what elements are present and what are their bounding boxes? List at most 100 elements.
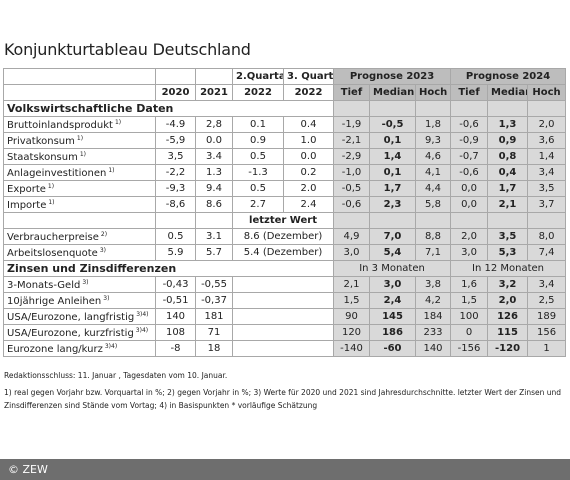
cell: 4,2 [414, 292, 452, 309]
cell: letzter Wert [232, 212, 334, 229]
cell: In 3 Monaten [332, 260, 452, 277]
cell: 5.9 [155, 244, 196, 261]
row: Anlageinvestitionen 1) -2,2 1.3 -1.3 0.2 -1,0 0… [3, 164, 567, 181]
empty-cell [155, 68, 196, 85]
empty-cell [487, 100, 529, 117]
cell: 3,7 [527, 196, 567, 213]
cell: 0.1 [232, 116, 284, 133]
row: USA/Eurozone, langfristig 3)4) 140 181 90 145… [3, 308, 567, 325]
empty-cell [527, 100, 567, 117]
cell: -4.9 [155, 116, 196, 133]
cell: 0,8 [487, 148, 529, 165]
row: 2.Quartal3. QuartalPrognose 2023Prognose… [3, 68, 567, 85]
row: Exporte 1) -9,3 9.4 0.5 2.0 -0,5 1,7 4,4 0,0 1,7 3,… [3, 180, 567, 197]
row: Verbraucherpreise 2) 0.5 3.1 8.6 (Dezember) 4… [3, 228, 567, 245]
cell: Importe 1) [3, 196, 156, 213]
cell: 2,5 [527, 292, 567, 309]
footnotes: Redaktionsschluss: 11. Januar , Tagesdat… [4, 369, 564, 416]
cell: 4,6 [414, 148, 452, 165]
cell: 1,6 [450, 276, 489, 293]
cell: Hoch [414, 84, 452, 101]
cell: 156 [527, 324, 567, 341]
empty-cell [155, 212, 196, 229]
row: Bruttoinlandsprodukt 1) -4.9 2,8 0.1 0.4 -1,9-… [3, 116, 567, 133]
cell: -0,7 [450, 148, 489, 165]
cell: 0.5 [232, 148, 284, 165]
cell: 8,8 [414, 228, 452, 245]
cell: Volkswirtschaftliche Daten [3, 100, 334, 117]
cell: 0,0 [450, 180, 489, 197]
cell: 2022 [283, 84, 334, 101]
row: Eurozone lang/kurz 3)4) -8 18 -140 -60 140 -156… [3, 340, 567, 357]
empty-cell [232, 324, 334, 341]
cell: -0,5 [333, 180, 370, 197]
cell: 2021 [195, 84, 233, 101]
cell: -0,43 [155, 276, 196, 293]
cell: 0,1 [369, 164, 416, 181]
cell: -140 [333, 340, 370, 357]
empty-cell [232, 340, 334, 357]
cell: 1.0 [283, 132, 334, 149]
cell: 3,5 [155, 148, 196, 165]
cell: 2,8 [195, 116, 233, 133]
cell: -1,9 [333, 116, 370, 133]
row: Arbeitslosenquote 3) 5.9 5.7 5.4 (Dezember) 3… [3, 244, 567, 261]
cell: 115 [487, 324, 529, 341]
footnote-ref: 3) [82, 278, 89, 286]
copyright: © ZEW [8, 463, 48, 476]
cell: Staatskonsum 1) [3, 148, 156, 165]
cell: 4,4 [414, 180, 452, 197]
cell: 0,1 [369, 132, 416, 149]
cell: 3.4 [195, 148, 233, 165]
footnote-ref: 1) [114, 118, 122, 126]
cell: 71 [195, 324, 233, 341]
cell: -0,9 [450, 132, 489, 149]
cell: Hoch [527, 84, 567, 101]
footnote-ref: 1) [76, 134, 84, 142]
footnote-ref: 1) [48, 198, 55, 206]
cell: 1,5 [450, 292, 489, 309]
cell: -1,0 [333, 164, 370, 181]
cell: 3,4 [527, 276, 567, 293]
cell: 5,3 [487, 244, 529, 261]
copyright-bar: © ZEW [0, 459, 570, 480]
cell: Verbraucherpreise 2) [3, 228, 156, 245]
cell: 3-Monats-Geld 3) [3, 276, 156, 293]
cell: -2,9 [333, 148, 370, 165]
row: Staatskonsum 1) 3,5 3.4 0.5 0.0 -2,9 1,4 4,6 -0,7… [3, 148, 567, 165]
empty-cell [232, 308, 334, 325]
row: USA/Eurozone, kurzfristig 3)4) 108 71 120 186… [3, 324, 567, 341]
cell: -9,3 [155, 180, 196, 197]
cell: 3,8 [414, 276, 452, 293]
cell: 2,0 [487, 292, 529, 309]
cell: 5.4 (Dezember) [232, 244, 334, 261]
cell: 2,1 [487, 196, 529, 213]
cell: 3,2 [487, 276, 529, 293]
cell: -0,5 [369, 116, 416, 133]
cell: 1.3 [195, 164, 233, 181]
cell: 8.6 [195, 196, 233, 213]
footnote-ref: 3)4) [104, 342, 118, 350]
cell: 184 [414, 308, 452, 325]
cell: -1.3 [232, 164, 284, 181]
cell: -156 [450, 340, 489, 357]
cell: 108 [155, 324, 196, 341]
cell: 2.4 [283, 196, 334, 213]
cell: Arbeitslosenquote 3) [3, 244, 156, 261]
cell: Eurozone lang/kurz 3)4) [3, 340, 156, 357]
cell: -5,9 [155, 132, 196, 149]
row: Volkswirtschaftliche Daten [3, 100, 567, 117]
cell: 120 [333, 324, 370, 341]
cell: In 12 Monaten [450, 260, 567, 277]
cell: -0,6 [450, 116, 489, 133]
cell: 1,5 [333, 292, 370, 309]
cell: -8 [155, 340, 196, 357]
cell: 3,0 [450, 244, 489, 261]
cell: Tief [450, 84, 489, 101]
cell: -8,6 [155, 196, 196, 213]
cell: 100 [450, 308, 489, 325]
empty-cell [527, 212, 567, 229]
title: Konjunkturtableau Deutschland [4, 40, 251, 59]
tableau: 2.Quartal3. QuartalPrognose 2023Prognose… [3, 68, 567, 357]
row: 3-Monats-Geld 3) -0,43 -0,55 2,1 3,0 3,8 1,6 3,2… [3, 276, 567, 293]
